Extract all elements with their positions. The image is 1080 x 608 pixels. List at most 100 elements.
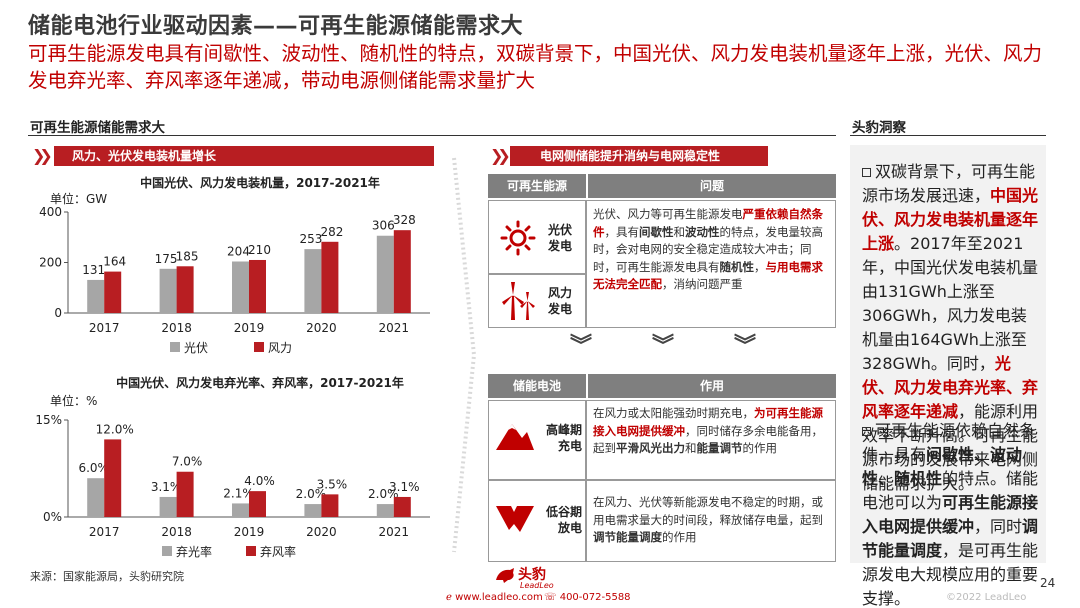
text-run: 调节能量调度	[593, 530, 662, 544]
chevron-down-icon: ︾	[652, 334, 675, 359]
bar-series2	[104, 439, 122, 517]
table1-desc-cell	[586, 200, 836, 328]
text-run: 严重依赖自然条件	[593, 207, 823, 239]
insight-paragraph-2: 可再生能源依赖自然条件，具有间歇性、波动性、随机性的特点。储能电池可以为可再生能…	[862, 417, 1042, 608]
table2-col-function: 作用	[588, 374, 836, 398]
page-title: 储能电池行业驱动因素——可再生能源储能需求大	[28, 14, 524, 39]
text-run: 随机性	[719, 259, 755, 274]
insight-paragraph-1: 双碳背景下，可再生能源市场发展迅速，中国光伏、风力发电装机量逐年上涨。2017年…	[862, 158, 1042, 494]
text-run: 光伏、风力发电弃光率、弃风率逐年递减	[862, 354, 1039, 421]
text-run: 中国光伏、风力发电装机量逐年上涨	[862, 186, 1039, 253]
chart1-unit: 单位：GW	[50, 192, 108, 206]
legend-swatch	[162, 546, 172, 556]
data-label: 164	[103, 255, 126, 269]
text-run: 为可再生能源接入电网提供缓冲	[593, 406, 823, 438]
text-run: ，具有	[604, 224, 640, 239]
bar-series2	[321, 494, 339, 517]
text-run: 和	[673, 224, 686, 239]
table2-valley-desc: 在风力、光伏等新能源发电不稳定的时期，或用电需求量大的时间段，释放储存电量，起到…	[593, 494, 831, 547]
website-link[interactable]: www.leadleo.com	[455, 592, 543, 603]
ribbon2-chevron-icon: ❯❯	[490, 146, 511, 165]
bar-series1	[232, 503, 249, 517]
text-run: ，同时储存多余电能备用，起到	[593, 423, 823, 456]
data-label: 6.0%	[78, 461, 109, 475]
section-divider	[28, 135, 836, 136]
text-run: ，	[754, 259, 766, 274]
bar-series1	[376, 504, 394, 517]
data-label: 282	[320, 225, 343, 239]
x-tick-label: 2018	[161, 321, 192, 335]
insight-divider	[850, 135, 1046, 136]
text-run: 双碳背景下，可再生能源市场发展迅速，	[862, 162, 1036, 205]
text-run: 间歇性、波动性、随机性	[862, 445, 1023, 488]
table2-col-battery: 储能电池	[488, 374, 586, 398]
web-icon: ℯ	[446, 592, 452, 603]
text-run: 与用电需求无法完全匹配	[593, 259, 823, 292]
text-run: 能量调节	[696, 441, 743, 455]
table1-problem-desc: 光伏、风力等可再生能源发电严重依赖自然条件，具有间歇性和波动性的特点，发电量较高…	[593, 206, 831, 294]
data-label: 12.0%	[96, 422, 134, 436]
y-tick-label: 15%	[35, 413, 62, 427]
text-run: 调节能量调度	[862, 517, 1039, 560]
x-tick-label: 2017	[89, 321, 120, 335]
text-run: 光伏、风力等可再生能源发电	[593, 207, 743, 221]
x-tick-label: 2019	[234, 321, 265, 335]
chevron-down-icon: ︾	[570, 334, 593, 359]
text-run: 的特点，发电量较高时，会对电网的安全稳定造成较大冲击；同时，可再生能源发电具有	[593, 224, 823, 274]
bar-series2	[249, 259, 266, 313]
y-tick-label: 400	[39, 205, 62, 219]
phone-number[interactable]: 400-072-5588	[559, 592, 631, 603]
text-run: ，消纳问题严重	[662, 277, 743, 291]
footer-website-row[interactable]: ℯ www.leadleo.com	[446, 592, 543, 603]
ribbon-chevron-icon: ❯❯	[32, 146, 53, 165]
leadleo-logo-icon	[496, 568, 514, 583]
table1-row1-icon-cell	[488, 200, 586, 274]
ribbon-capacity-growth: 风力、光伏发电装机量增长	[54, 146, 434, 166]
footer-phone-row[interactable]: ☏ 400-072-5588	[544, 592, 631, 603]
copyright: ©2022 LeadLeo	[946, 592, 1027, 603]
data-label: 328	[393, 213, 416, 227]
page-number: 24	[1040, 576, 1056, 590]
ribbon-grid-storage: 电网侧储能提升消纳与电网稳定性	[510, 146, 768, 166]
text-run: 和	[685, 441, 697, 455]
table2-row2-icon-cell	[488, 480, 586, 562]
data-label: 7.0%	[172, 455, 203, 469]
data-label: 175	[155, 252, 178, 266]
x-tick-label: 2019	[234, 525, 265, 539]
wind-turbine-icon	[502, 282, 535, 320]
bar-series2	[104, 271, 122, 313]
text-run: 间歇性	[639, 224, 674, 239]
text-run: 的作用	[742, 441, 778, 455]
table2-row1-icon-cell	[488, 400, 586, 480]
text-run: 在风力、光伏等新能源发电不稳定的时期，或用电需求量大的时间段，释放储存电量，起到	[593, 495, 823, 527]
row-label-valley-discharge: 低谷期放电	[545, 505, 582, 535]
mountain-peak-icon	[496, 424, 534, 450]
table1-row2-icon-cell	[488, 274, 586, 328]
bar-series2	[321, 241, 339, 313]
insight-panel	[850, 145, 1046, 563]
y-tick-label: 0	[54, 306, 62, 320]
data-label: 3.1%	[389, 480, 420, 494]
data-label: 2.1%	[223, 486, 254, 500]
x-tick-label: 2020	[306, 525, 337, 539]
bar-series2	[393, 496, 411, 517]
text-run: 可再生能源依赖自然条件，具有	[862, 421, 1036, 464]
source-note: 来源：国家能源局，头豹研究院	[30, 570, 184, 583]
table2-row2-desc-cell	[586, 480, 836, 562]
x-tick-label: 2021	[379, 525, 410, 539]
text-run: 的特点。储能电池可以为	[862, 469, 1039, 512]
text-run: 平滑风光出力	[616, 441, 685, 455]
data-label: 3.5%	[317, 477, 348, 491]
data-label: 3.1%	[151, 480, 182, 494]
text-run: ，同时	[974, 517, 1023, 536]
bar-series1	[304, 504, 322, 517]
row-label-solar: 光伏发电	[548, 223, 573, 253]
x-tick-label: 2020	[306, 321, 337, 335]
table1-col-problem: 问题	[588, 174, 836, 198]
chart2-title: 中国光伏、风力发电弃光率、弃风率，2017-2021年	[116, 376, 404, 390]
checkbox-bullet-icon	[862, 427, 871, 436]
text-run: 可再生能源接入电网提供缓冲	[862, 493, 1039, 536]
logo-text: 头豹	[518, 567, 546, 583]
text-run: ，能源利用效率不断升高。可再生能源市场的发展带来电网侧储能需求扩大。	[862, 402, 1039, 493]
